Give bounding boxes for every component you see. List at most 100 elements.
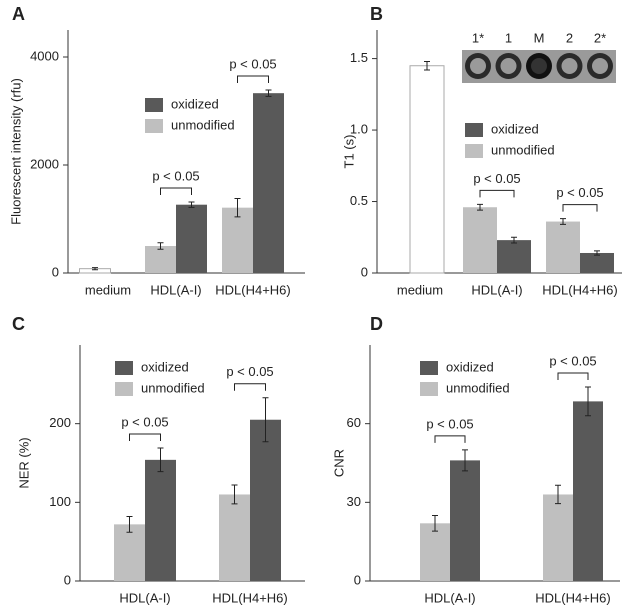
legend-label: unmodified — [446, 380, 510, 395]
significance-bracket — [562, 204, 598, 212]
legend-swatch — [145, 119, 163, 133]
inset-well-core — [531, 58, 547, 74]
panel-label: C — [12, 314, 25, 334]
y-axis-label: Fluorescent intensity (rfu) — [8, 78, 23, 225]
x-tick-label: HDL(A-I) — [119, 590, 170, 605]
inset-well-core — [561, 58, 578, 74]
bar — [219, 494, 250, 581]
bar — [580, 252, 614, 273]
legend-label: oxidized — [171, 96, 219, 111]
significance-label: p < 0.05 — [152, 168, 199, 183]
inset-well-core — [592, 58, 608, 74]
bar — [222, 207, 253, 273]
legend-label: unmodified — [171, 117, 235, 132]
bar — [176, 204, 207, 273]
error-bar — [234, 197, 241, 218]
bar — [409, 65, 445, 274]
y-tick-label: 30 — [347, 494, 361, 509]
significance-label: p < 0.05 — [229, 56, 276, 71]
bar — [573, 401, 603, 581]
error-bar — [462, 449, 468, 472]
error-bar — [157, 447, 164, 473]
significance-bracket — [160, 187, 192, 195]
significance-bracket — [237, 75, 269, 83]
significance-label: p < 0.05 — [549, 353, 596, 368]
inset-well-core — [470, 58, 486, 74]
legend-label: unmodified — [491, 142, 555, 157]
y-tick-label: 2000 — [30, 156, 59, 171]
bar — [253, 93, 284, 274]
error-bar — [594, 250, 600, 256]
x-tick-label: HDL(H4+H6) — [215, 282, 291, 297]
bar — [145, 246, 176, 273]
y-tick-label: 4000 — [30, 48, 59, 63]
legend-swatch — [465, 144, 483, 158]
significance-bracket — [479, 189, 515, 198]
y-tick-label: 1.0 — [350, 121, 368, 136]
x-tick-label: HDL(H4+H6) — [542, 282, 618, 297]
x-tick-label: HDL(A-I) — [471, 282, 522, 297]
x-tick-label: medium — [397, 282, 443, 297]
significance-label: p < 0.05 — [426, 416, 473, 431]
y-tick-label: 0 — [64, 572, 71, 587]
y-tick-label: 0 — [354, 572, 361, 587]
y-axis-label: CNR — [331, 449, 346, 477]
error-bar — [188, 201, 195, 208]
significance-label: p < 0.05 — [121, 414, 168, 429]
x-tick-label: medium — [85, 282, 131, 297]
error-bar — [231, 484, 238, 505]
y-tick-label: 0 — [52, 264, 59, 279]
legend-swatch — [145, 98, 163, 112]
error-bar — [477, 203, 483, 211]
y-tick-label: 0.5 — [350, 193, 368, 208]
significance-bracket — [557, 372, 589, 380]
x-tick-label: HDL(H4+H6) — [212, 590, 288, 605]
error-bar — [585, 386, 591, 417]
y-axis-label: NER (%) — [16, 437, 31, 488]
y-tick-label: 0 — [361, 264, 368, 279]
legend-label: unmodified — [141, 380, 205, 395]
bar — [420, 523, 450, 581]
legend-label: oxidized — [491, 121, 539, 136]
bar — [450, 460, 480, 581]
bar — [497, 240, 531, 273]
inset-label: 1* — [472, 30, 484, 45]
error-bar — [262, 397, 269, 443]
inset-label: M — [534, 30, 545, 45]
error-bar — [432, 514, 438, 532]
x-tick-label: HDL(A-I) — [424, 590, 475, 605]
legend-label: oxidized — [141, 359, 189, 374]
significance-label: p < 0.05 — [556, 185, 603, 200]
y-tick-label: 200 — [49, 415, 71, 430]
bar — [145, 459, 176, 581]
panel-label: A — [12, 4, 25, 24]
inset-label: 2 — [566, 30, 573, 45]
y-tick-label: 60 — [347, 415, 361, 430]
bar — [250, 419, 281, 581]
legend-label: oxidized — [446, 359, 494, 374]
error-bar — [265, 89, 272, 97]
x-tick-label: HDL(H4+H6) — [535, 590, 611, 605]
inset-well-core — [500, 58, 517, 74]
bar — [463, 207, 497, 273]
legend-swatch — [420, 361, 438, 375]
significance-label: p < 0.05 — [226, 364, 273, 379]
y-axis-label: T1 (s) — [341, 135, 356, 169]
error-bar — [92, 267, 98, 271]
bar — [114, 524, 145, 581]
significance-label: p < 0.05 — [473, 171, 520, 186]
panel-label: B — [370, 4, 383, 24]
error-bar — [126, 515, 133, 533]
significance-bracket — [234, 383, 266, 391]
significance-bracket — [129, 433, 161, 442]
y-tick-label: 1.5 — [350, 50, 368, 65]
y-tick-label: 100 — [49, 494, 71, 509]
bar — [543, 494, 573, 581]
legend-swatch — [115, 382, 133, 396]
legend-swatch — [115, 361, 133, 375]
x-tick-label: HDL(A-I) — [150, 282, 201, 297]
significance-bracket — [434, 435, 466, 443]
legend-swatch — [465, 123, 483, 137]
error-bar — [555, 484, 561, 505]
